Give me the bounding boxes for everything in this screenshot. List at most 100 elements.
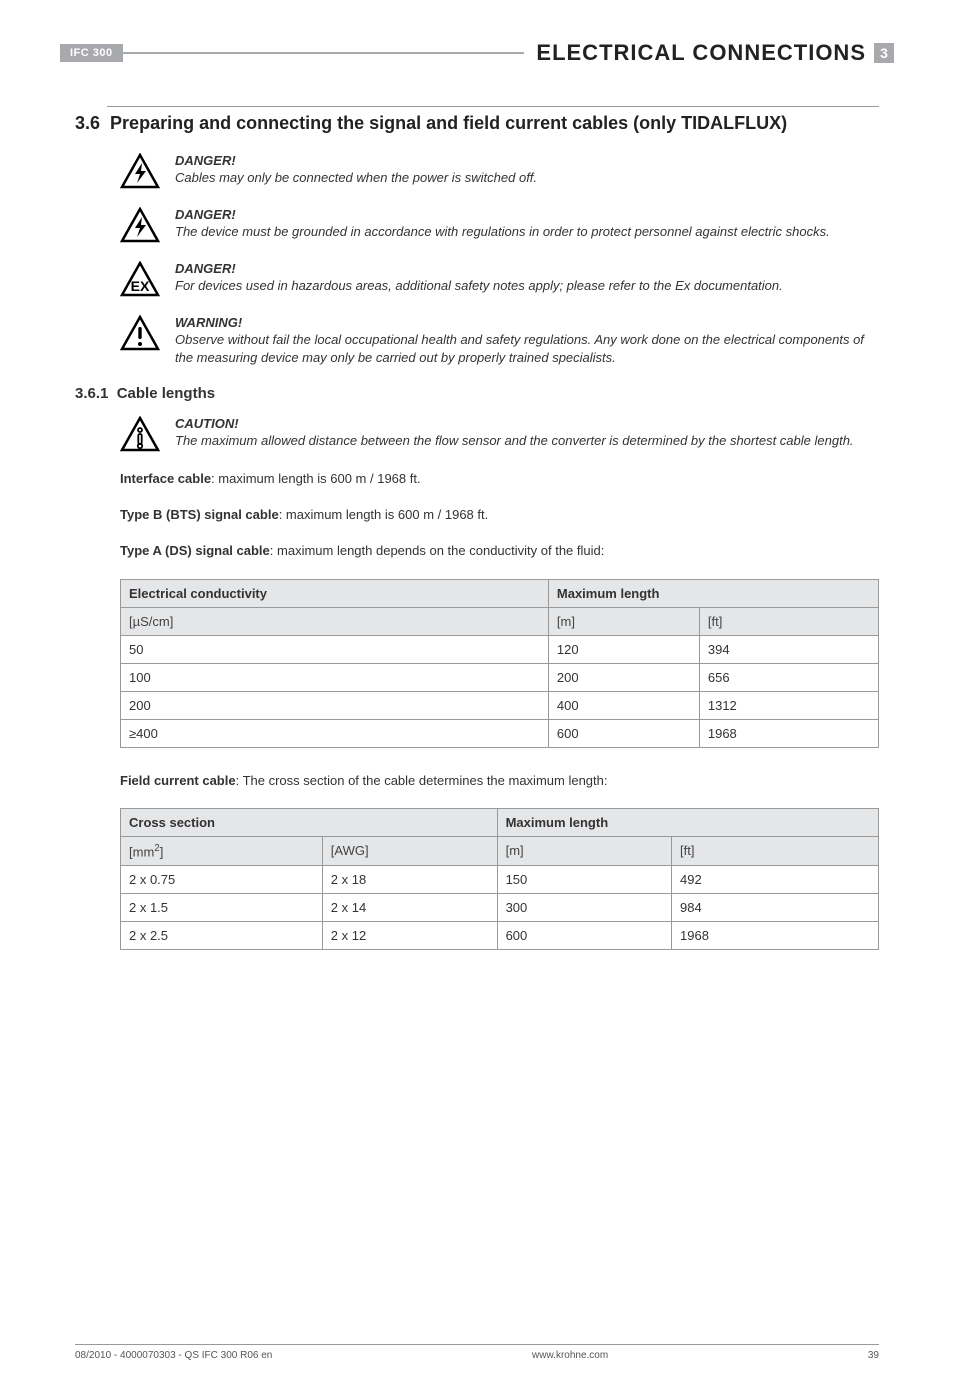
label: Type B (BTS) signal cable xyxy=(120,507,279,522)
cell: 1968 xyxy=(672,922,879,950)
notice-heading: CAUTION! xyxy=(175,416,879,431)
footer-page-number: 39 xyxy=(868,1350,879,1361)
danger-notice: DANGER! The device must be grounded in a… xyxy=(75,207,879,243)
cell: 1312 xyxy=(699,691,878,719)
lightning-triangle-icon xyxy=(120,153,160,189)
footer-left: 08/2010 - 4000070303 - QS IFC 300 R06 en xyxy=(75,1350,272,1361)
cell: 492 xyxy=(672,866,879,894)
chapter-number: 3 xyxy=(874,43,894,63)
label: Interface cable xyxy=(120,471,211,486)
notice-body: DANGER! The device must be grounded in a… xyxy=(175,207,879,241)
unit-header: [ft] xyxy=(672,836,879,865)
cross-section-table: Cross section Maximum length [mm2] [AWG]… xyxy=(120,808,879,950)
cell: 1968 xyxy=(699,719,878,747)
type-a-cable-text: Type A (DS) signal cable: maximum length… xyxy=(120,542,879,560)
type-b-cable-text: Type B (BTS) signal cable: maximum lengt… xyxy=(120,506,879,524)
table-row: 100200656 xyxy=(121,663,879,691)
cell: 150 xyxy=(497,866,671,894)
table-row: 50120394 xyxy=(121,635,879,663)
content-area: 3.6 Preparing and connecting the signal … xyxy=(0,66,954,950)
cell: 656 xyxy=(699,663,878,691)
cell: 600 xyxy=(548,719,699,747)
subsection-heading: 3.6.1 Cable lengths xyxy=(75,385,879,402)
section-number: 3.6 xyxy=(75,113,100,133)
interface-cable-text: Interface cable: maximum length is 600 m… xyxy=(120,470,879,488)
col-header: Electrical conductivity xyxy=(121,579,549,607)
cell: 984 xyxy=(672,894,879,922)
unit-header: [ft] xyxy=(699,607,878,635)
table-unit-row: [µS/cm] [m] [ft] xyxy=(121,607,879,635)
table-unit-row: [mm2] [AWG] [m] [ft] xyxy=(121,836,879,865)
danger-ex-notice: EX DANGER! For devices used in hazardous… xyxy=(75,261,879,297)
field-cable-text: Field current cable: The cross section o… xyxy=(120,772,879,790)
header-rule xyxy=(123,52,525,54)
cell: 394 xyxy=(699,635,878,663)
notice-heading: DANGER! xyxy=(175,153,879,168)
col-header: Maximum length xyxy=(548,579,878,607)
cell: 200 xyxy=(548,663,699,691)
rest: : The cross section of the cable determi… xyxy=(236,773,608,788)
cell: 2 x 1.5 xyxy=(121,894,323,922)
col-header: Maximum length xyxy=(497,808,878,836)
notice-body: DANGER! For devices used in hazardous ar… xyxy=(175,261,879,295)
lightning-triangle-icon xyxy=(120,207,160,243)
chapter-title: ELECTRICAL CONNECTIONS xyxy=(524,40,874,66)
table-header-row: Electrical conductivity Maximum length xyxy=(121,579,879,607)
cell: 200 xyxy=(121,691,549,719)
cell: ≥400 xyxy=(121,719,549,747)
section-heading: 3.6 Preparing and connecting the signal … xyxy=(107,106,879,135)
notice-heading: DANGER! xyxy=(175,261,879,276)
cell: 300 xyxy=(497,894,671,922)
unit-header: [mm2] xyxy=(121,836,323,865)
notice-text: Observe without fail the local occupatio… xyxy=(175,331,879,367)
cell: 2 x 18 xyxy=(322,866,497,894)
subsection-title-text: Cable lengths xyxy=(117,385,215,402)
cell: 2 x 2.5 xyxy=(121,922,323,950)
unit-header: [AWG] xyxy=(322,836,497,865)
section-title-text: Preparing and connecting the signal and … xyxy=(110,113,787,133)
info-triangle-icon xyxy=(120,416,160,452)
table-row: 2 x 1.52 x 14300984 xyxy=(121,894,879,922)
cell: 400 xyxy=(548,691,699,719)
table-header-row: Cross section Maximum length xyxy=(121,808,879,836)
unit-post: ] xyxy=(160,844,164,859)
notice-body: DANGER! Cables may only be connected whe… xyxy=(175,153,879,187)
notice-text: The device must be grounded in accordanc… xyxy=(175,223,879,241)
product-badge: IFC 300 xyxy=(60,44,123,62)
notice-text: For devices used in hazardous areas, add… xyxy=(175,277,879,295)
cell: 2 x 12 xyxy=(322,922,497,950)
label: Type A (DS) signal cable xyxy=(120,543,270,558)
footer-center: www.krohne.com xyxy=(532,1350,608,1361)
table-row: 2004001312 xyxy=(121,691,879,719)
label: Field current cable xyxy=(120,773,236,788)
notice-text: Cables may only be connected when the po… xyxy=(175,169,879,187)
unit-header: [m] xyxy=(548,607,699,635)
unit-pre: [mm xyxy=(129,844,154,859)
rest: : maximum length is 600 m / 1968 ft. xyxy=(211,471,421,486)
notice-heading: DANGER! xyxy=(175,207,879,222)
ex-triangle-icon: EX xyxy=(120,261,160,297)
cell: 120 xyxy=(548,635,699,663)
page-header: IFC 300 ELECTRICAL CONNECTIONS 3 xyxy=(0,40,954,66)
conductivity-table: Electrical conductivity Maximum length [… xyxy=(120,579,879,748)
notice-body: CAUTION! The maximum allowed distance be… xyxy=(175,416,879,450)
unit-header: [µS/cm] xyxy=(121,607,549,635)
rest: : maximum length depends on the conducti… xyxy=(270,543,605,558)
table-row: ≥4006001968 xyxy=(121,719,879,747)
exclamation-triangle-icon xyxy=(120,315,160,351)
notice-text: The maximum allowed distance between the… xyxy=(175,432,879,450)
table-row: 2 x 2.52 x 126001968 xyxy=(121,922,879,950)
notice-body: WARNING! Observe without fail the local … xyxy=(175,315,879,367)
unit-header: [m] xyxy=(497,836,671,865)
svg-text:EX: EX xyxy=(131,278,150,294)
danger-notice: DANGER! Cables may only be connected whe… xyxy=(75,153,879,189)
page-footer: 08/2010 - 4000070303 - QS IFC 300 R06 en… xyxy=(75,1344,879,1361)
rest: : maximum length is 600 m / 1968 ft. xyxy=(279,507,489,522)
cell: 50 xyxy=(121,635,549,663)
cell: 600 xyxy=(497,922,671,950)
warning-notice: WARNING! Observe without fail the local … xyxy=(75,315,879,367)
subsection-number: 3.6.1 xyxy=(75,385,108,402)
cell: 2 x 0.75 xyxy=(121,866,323,894)
caution-notice: CAUTION! The maximum allowed distance be… xyxy=(75,416,879,452)
table-row: 2 x 0.752 x 18150492 xyxy=(121,866,879,894)
